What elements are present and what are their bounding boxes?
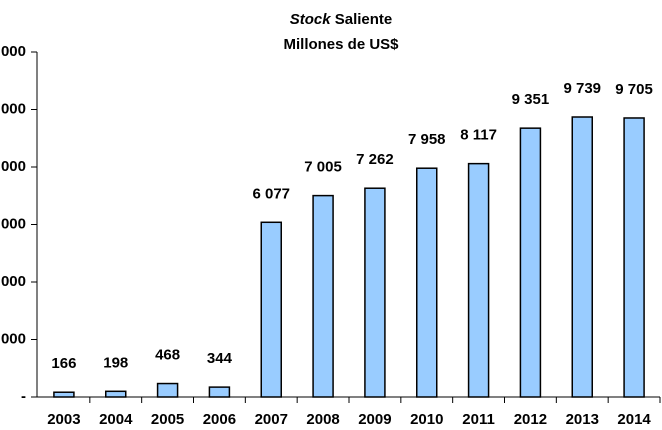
value-label: 6 077 (252, 185, 290, 202)
value-label: 9 705 (615, 81, 653, 98)
bar (312, 194, 334, 398)
x-tick-label: 2010 (410, 411, 443, 428)
chart-subtitle: Millones de US$ (283, 36, 399, 53)
y-tick-label: 2 000 (0, 330, 26, 347)
value-label: 7 958 (408, 131, 446, 148)
bar (105, 390, 127, 398)
y-tick-label: - (21, 388, 26, 405)
bar (519, 127, 542, 398)
x-tick-label: 2005 (151, 411, 184, 428)
x-tick-label: 2007 (255, 411, 288, 428)
bar (571, 116, 593, 398)
bar (623, 117, 645, 398)
bar (364, 187, 386, 398)
y-tick-label: 10 000 (0, 100, 26, 117)
x-tick-label: 2008 (306, 411, 339, 428)
x-tick-label: 2012 (514, 411, 547, 428)
x-tick-label: 2006 (203, 411, 236, 428)
value-label: 7 005 (304, 159, 342, 176)
y-tick-label: 12 000 (0, 43, 26, 60)
y-tick-label: 4 000 (0, 273, 26, 290)
value-label: 468 (155, 347, 180, 364)
bar (467, 162, 490, 398)
y-tick-label: 8 000 (0, 158, 26, 175)
value-label: 344 (207, 350, 233, 367)
bar (260, 221, 282, 398)
x-tick-label: 2003 (47, 411, 80, 428)
bar (53, 391, 75, 398)
value-label: 8 117 (460, 127, 497, 144)
value-label: 7 262 (356, 151, 394, 168)
x-tick-label: 2004 (99, 411, 133, 428)
x-tick-label: 2011 (462, 411, 495, 428)
x-tick-label: 2014 (617, 411, 651, 428)
x-tick-label: 2013 (566, 411, 599, 428)
value-label: 198 (103, 354, 128, 371)
bar (156, 382, 179, 398)
x-tick-label: 2009 (358, 411, 391, 428)
value-label: 9 351 (512, 91, 550, 108)
bar (416, 167, 438, 398)
chart-title: Stock Saliente (290, 11, 393, 28)
y-tick-label: 6 000 (0, 215, 26, 232)
value-label: 9 739 (563, 80, 601, 97)
bar (208, 386, 231, 398)
value-label: 166 (51, 355, 76, 372)
